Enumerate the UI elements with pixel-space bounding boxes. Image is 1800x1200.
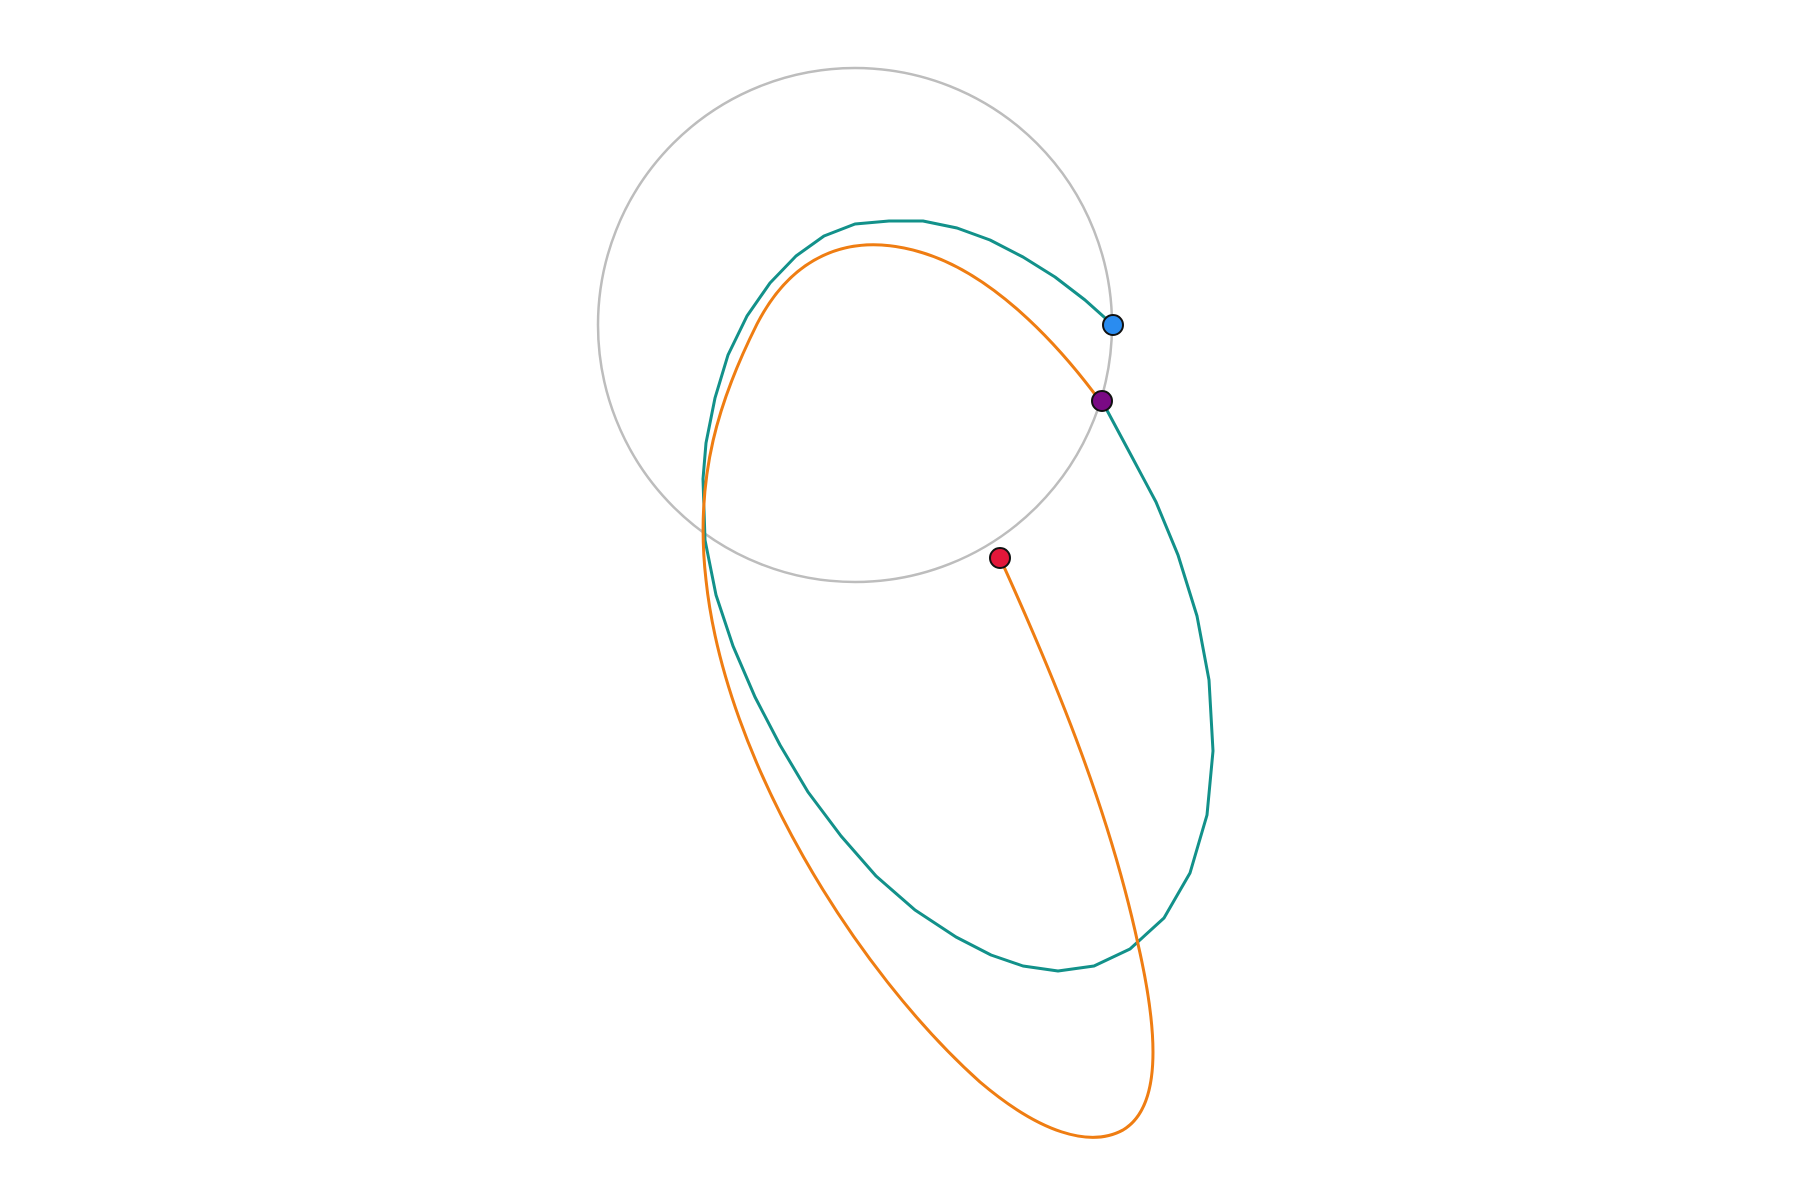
purple-point bbox=[1091, 390, 1113, 412]
orange-curve bbox=[701, 243, 1155, 1139]
blue-point bbox=[1102, 314, 1124, 336]
teal-curve bbox=[701, 219, 1215, 973]
red-point bbox=[989, 547, 1011, 569]
